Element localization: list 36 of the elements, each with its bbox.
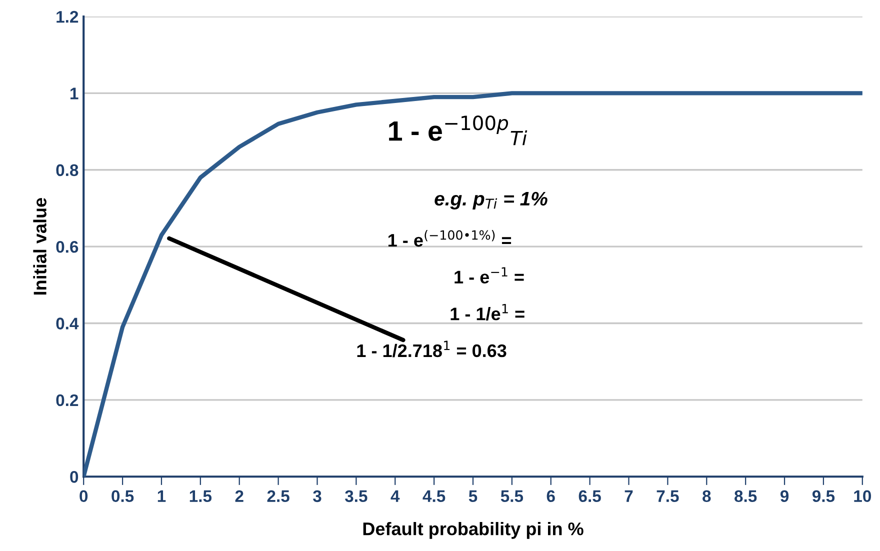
y-tick-label: 0.8 [56,164,78,176]
annotation: 1 - 1/e$^{1}$ = [450,304,524,320]
x-tick-label: 1 [158,490,166,502]
x-tick-label: 3 [312,490,322,502]
y-tick-label: 1.2 [56,10,78,23]
y-tick-label: 0.4 [56,318,79,330]
y-tick-label: 1 [70,88,78,100]
x-tick-label: 10 [854,490,871,502]
x-tick-label: 7 [624,490,633,502]
x-tick-label: 1.5 [190,490,212,502]
y-axis-title: Initial value [33,198,46,295]
x-tick-label: 4.5 [422,490,446,502]
x-tick-label: 0 [80,490,88,502]
x-tick-label: 7.5 [656,490,679,502]
x-tick-label: 5.5 [500,490,524,502]
x-tick-label: 9.5 [812,490,835,502]
x-tick-label: 4 [390,490,400,502]
annotation: 1 - e$^{−1}$ = [454,267,524,284]
annotation: e.g. p$_{Ti}$ = 1% [434,192,548,210]
y-tick-label: 0 [70,471,78,483]
y-tick-label: 0.6 [56,240,78,253]
x-tick-label: 3.5 [344,490,368,502]
x-tick-label: 8 [702,490,711,502]
x-tick-label: 2 [235,490,244,502]
y-tick-label: 0.2 [56,394,78,406]
x-tick-label: 5 [468,490,478,502]
x-tick-label: 6.5 [578,490,601,502]
annotation: 1 - 1/2.718$^{1}$ = 0.63 [357,340,506,358]
x-tick-label: 6 [546,490,555,502]
x-tick-label: 0.5 [112,490,134,502]
x-tick-label: 8.5 [734,490,757,502]
annotation: 1 - e$^{−100p}$$_{Ti}$ [389,116,528,146]
annotation: 1 - e$^{(−100•1%)}$ = [388,230,512,247]
x-axis-title: Default probability pi in % [363,522,584,539]
x-tick-label: 2.5 [267,490,290,502]
x-tick-label: 9 [780,490,789,502]
